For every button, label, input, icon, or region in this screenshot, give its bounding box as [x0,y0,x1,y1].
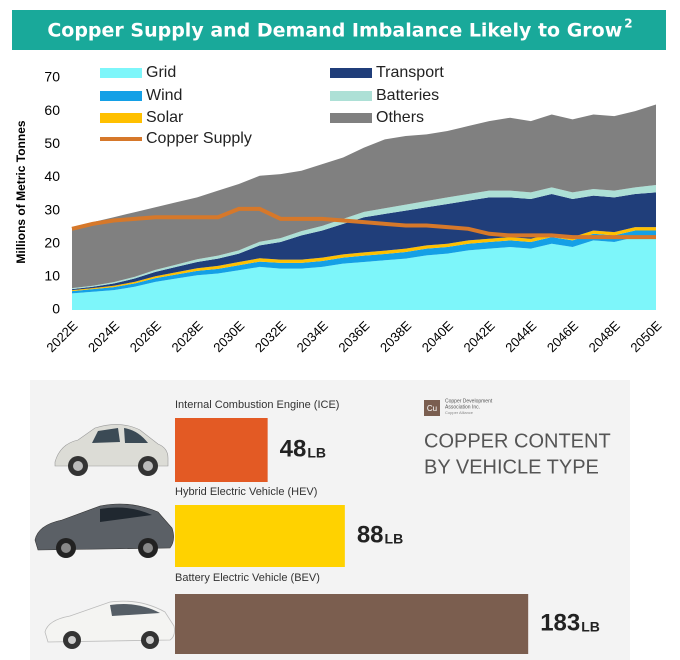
legend-label: Others [376,109,424,126]
source-line: Copper Alliance [445,410,474,415]
logo-box [424,400,440,416]
x-tick-label: 2048E [586,318,623,355]
x-tick-label: 2026E [127,318,164,355]
x-tick-label: 2030E [210,318,247,355]
title-banner [12,10,666,50]
legend-label: Grid [146,64,176,81]
x-tick-label: 2022E [43,318,80,355]
legend-swatch [100,68,142,78]
value-unit: LB [307,445,326,461]
value-label: 48 [280,435,307,462]
y-tick-label: 50 [44,135,60,151]
logo-text: Cu [427,404,437,413]
y-tick-label: 20 [44,234,60,250]
x-tick-label: 2040E [419,318,456,355]
bar [175,505,345,567]
x-tick-label: 2034E [294,318,331,355]
y-tick-label: 30 [44,201,60,217]
legend-swatch [330,113,372,123]
legend-label: Wind [146,87,182,104]
area [72,185,656,290]
x-tick-label: 2024E [85,318,122,355]
bar-category: Hybrid Electric Vehicle (HEV) [175,486,317,498]
source-line: Association Inc. [445,404,480,410]
car-bev [44,600,175,649]
y-tick-label: 0 [52,301,60,317]
y-axis-label: Millions of Metric Tonnes [14,120,28,263]
area [72,237,656,310]
area [72,230,656,294]
legend-swatch [100,113,142,123]
line [71,206,656,240]
x-tick-label: 2046E [544,318,581,355]
bar-chart: Internal Combustion Engine (ICE)48 LBHybr… [175,399,600,654]
plot: 0 10 20 30 40 50 60 70 2022E 2024E 2026E 2028E 2030E… [43,64,664,355]
car-hev [34,503,174,558]
legend-swatch [330,68,372,78]
car-ice [54,424,169,476]
source-line: Copper Development [445,398,493,404]
y-tick-label: 70 [44,69,60,85]
y-tick-label: 10 [44,268,60,284]
y-tick-label: 40 [44,168,60,184]
x-tick-label: 2028E [169,318,206,355]
y-tick-label: 60 [44,102,60,118]
value-unit: LB [581,619,600,635]
value-label: 183 [540,609,580,636]
x-tick-label: 2036E [335,318,372,355]
x-tick-label: 2042E [461,318,498,355]
x-tick-label: 2044E [502,318,539,355]
infographic-title: COPPER CONTENT [424,430,611,452]
x-tick-label: 2038E [377,318,414,355]
x-tick-label: 2032E [252,318,289,355]
legend-label: Copper Supply [146,130,252,147]
x-tick-label: 2050E [627,318,664,355]
value-unit: LB [385,531,404,547]
legend-swatch [330,91,372,101]
legend-label: Batteries [376,87,439,104]
legend-label: Solar [146,109,184,126]
area [72,192,656,291]
bar-category: Internal Combustion Engine (ICE) [175,399,339,411]
bar [175,418,268,482]
bar [175,594,529,654]
legend-label: Transport [376,64,444,81]
area [72,104,656,289]
value-label: 88 [357,521,384,548]
infographic-title: BY VEHICLE TYPE [424,456,599,478]
legend-swatch [100,91,142,101]
bar-category: Battery Electric Vehicle (BEV) [175,572,320,584]
area [72,227,656,292]
chart-title: Copper Supply and Demand Imbalance Likel… [47,20,622,42]
title-superscript: 2 [624,17,632,31]
